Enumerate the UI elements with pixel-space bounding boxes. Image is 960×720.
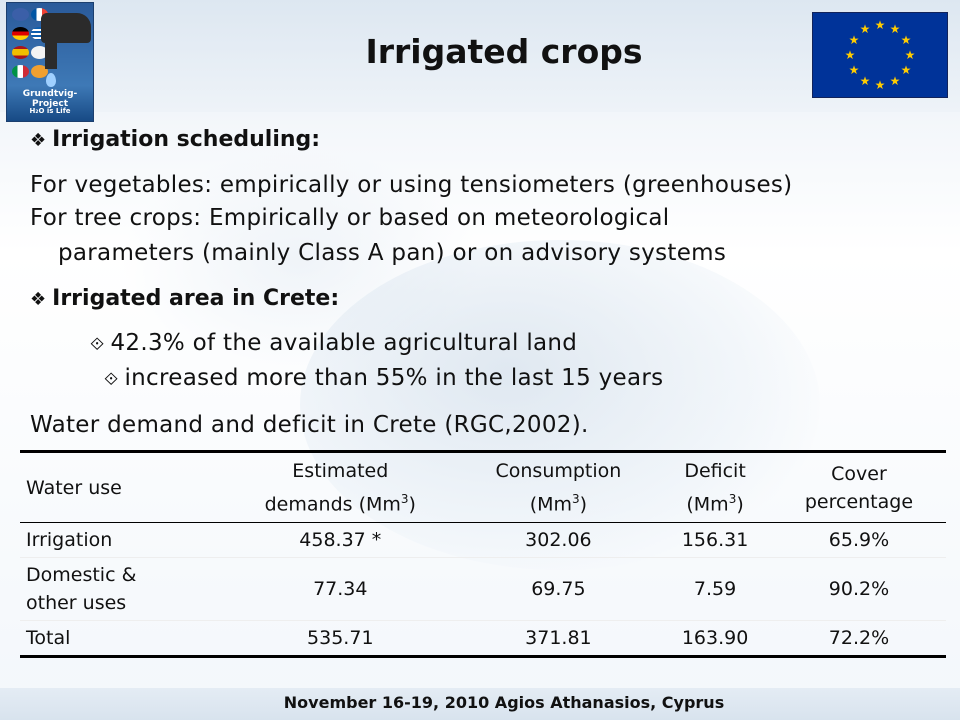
cell-consumption: 69.75 bbox=[458, 557, 659, 622]
water-drop-icon bbox=[46, 73, 56, 87]
logo-tagline: H₂O is Life bbox=[29, 107, 71, 115]
star-icon: ★ bbox=[889, 73, 901, 88]
star-icon: ★ bbox=[848, 33, 860, 47]
diamond-bullet-icon: ❖ bbox=[30, 289, 47, 310]
cell-deficit: 163.90 bbox=[658, 620, 772, 659]
eu-flag-icon: ★ ★ ★ ★ ★ ★ ★ ★ ★ ★ ★ ★ bbox=[812, 12, 948, 98]
grundtvig-logo: Grundtvig-Project H₂O is Life bbox=[6, 2, 94, 122]
area-heading-text: Irrigated area in Crete: bbox=[52, 286, 340, 311]
star-icon: ★ bbox=[859, 73, 871, 88]
cell-consumption: 371.81 bbox=[458, 620, 659, 659]
star-icon: ★ bbox=[889, 22, 901, 37]
star-icon: ★ bbox=[848, 63, 860, 77]
diamond-outline-icon: ⟐ bbox=[90, 334, 105, 355]
header-demands: Estimated demands (Mm3) bbox=[222, 449, 459, 524]
cell-demand: 535.71 bbox=[222, 620, 459, 659]
cell-use: Irrigation bbox=[20, 522, 222, 559]
faucet-icon bbox=[41, 13, 91, 43]
cell-cover: 90.2% bbox=[771, 557, 946, 622]
diamond-outline-icon: ⟐ bbox=[104, 369, 119, 390]
cell-deficit: 156.31 bbox=[658, 522, 772, 559]
cell-demand: 77.34 bbox=[222, 557, 459, 622]
scheduling-heading: ❖ Irrigation scheduling: bbox=[30, 127, 320, 152]
area-item-1-text: 42.3% of the available agricultural land bbox=[110, 330, 578, 356]
cell-consumption: 302.06 bbox=[458, 522, 659, 559]
table-row: Irrigation 458.37 * 302.06 156.31 65.9% bbox=[20, 522, 946, 559]
table-row-total: Total 535.71 371.81 163.90 72.2% bbox=[20, 620, 946, 659]
cell-demand: 458.37 * bbox=[222, 522, 459, 559]
footer-text: November 16-19, 2010 Agios Athanasios, C… bbox=[283, 693, 725, 712]
cell-cover: 72.2% bbox=[771, 620, 946, 659]
area-item-2: ⟐ increased more than 55% in the last 15 … bbox=[104, 365, 663, 391]
area-item-1: ⟐ 42.3% of the available agricultural lan… bbox=[90, 330, 577, 356]
star-icon: ★ bbox=[859, 22, 871, 37]
star-icon: ★ bbox=[874, 18, 886, 32]
star-icon: ★ bbox=[904, 48, 916, 62]
table-header-row: Water use Estimated demands (Mm3) Consump… bbox=[20, 449, 946, 524]
header-cover: Cover percentage bbox=[771, 449, 946, 524]
scheduling-heading-text: Irrigation scheduling: bbox=[52, 127, 321, 152]
header-water-use: Water use bbox=[20, 449, 222, 524]
header-band bbox=[0, 0, 960, 112]
star-icon: ★ bbox=[874, 78, 886, 92]
star-icon: ★ bbox=[900, 33, 912, 47]
cell-use: Domestic & other uses bbox=[20, 557, 222, 622]
faucet-spout bbox=[45, 39, 57, 69]
page-title: Irrigated crops bbox=[365, 32, 643, 71]
star-icon: ★ bbox=[844, 48, 856, 62]
vegetables-line: For vegetables: empirically or using ten… bbox=[30, 172, 793, 198]
star-icon: ★ bbox=[900, 63, 912, 77]
area-item-2-text: increased more than 55% in the last 15 y… bbox=[124, 365, 664, 391]
cell-cover: 65.9% bbox=[771, 522, 946, 559]
logo-name: Grundtvig-Project bbox=[22, 89, 78, 109]
cell-deficit: 7.59 bbox=[658, 557, 772, 622]
tree-crops-line-2: parameters (mainly Class A pan) or on ad… bbox=[58, 240, 727, 266]
header-consumption: Consumption (Mm3) bbox=[458, 449, 659, 524]
area-heading: ❖ Irrigated area in Crete: bbox=[30, 286, 339, 311]
footer-band bbox=[0, 688, 960, 720]
water-demand-table: Water use Estimated demands (Mm3) Consump… bbox=[20, 449, 946, 659]
tree-crops-line-1: For tree crops: Empirically or based on … bbox=[30, 205, 670, 231]
table-caption: Water demand and deficit in Crete (RGC,2… bbox=[30, 412, 589, 438]
cell-use: Total bbox=[20, 620, 222, 659]
diamond-bullet-icon: ❖ bbox=[30, 130, 47, 151]
table-row: Domestic & other uses 77.34 69.75 7.59 90… bbox=[20, 557, 946, 622]
header-deficit: Deficit (Mm3) bbox=[658, 449, 772, 524]
